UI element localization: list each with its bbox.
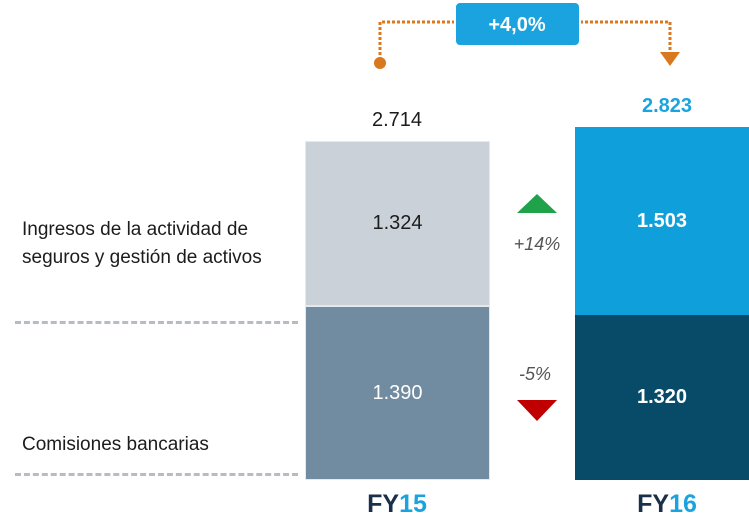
change-label: +14% bbox=[513, 234, 561, 254]
bar-segment: 1.390 bbox=[305, 306, 490, 480]
series-label: Ingresos de la actividad de seguros y ge… bbox=[22, 219, 262, 268]
connector-dot bbox=[374, 57, 386, 69]
separator bbox=[15, 321, 298, 324]
up-arrow bbox=[517, 194, 557, 213]
bar-segment: 1.503 bbox=[575, 127, 749, 315]
connector-arrow bbox=[660, 52, 680, 66]
x-tick-label: FY16 bbox=[637, 490, 697, 518]
connector bbox=[580, 20, 672, 52]
bar-segment: 1.324 bbox=[305, 140, 490, 307]
total-label: 2.823 bbox=[641, 95, 693, 118]
growth-label: +4,0% bbox=[488, 14, 545, 36]
growth-box bbox=[454, 1, 581, 47]
change-label: -5% bbox=[518, 364, 551, 384]
down-arrow bbox=[517, 400, 557, 421]
connector bbox=[378, 20, 455, 60]
total-label: 2.714 bbox=[371, 108, 423, 131]
bar-segment: 1.320 bbox=[575, 315, 749, 480]
series-label: Comisiones bancarias bbox=[22, 434, 209, 455]
separator bbox=[15, 473, 298, 476]
x-tick-label: FY15 bbox=[367, 490, 427, 518]
